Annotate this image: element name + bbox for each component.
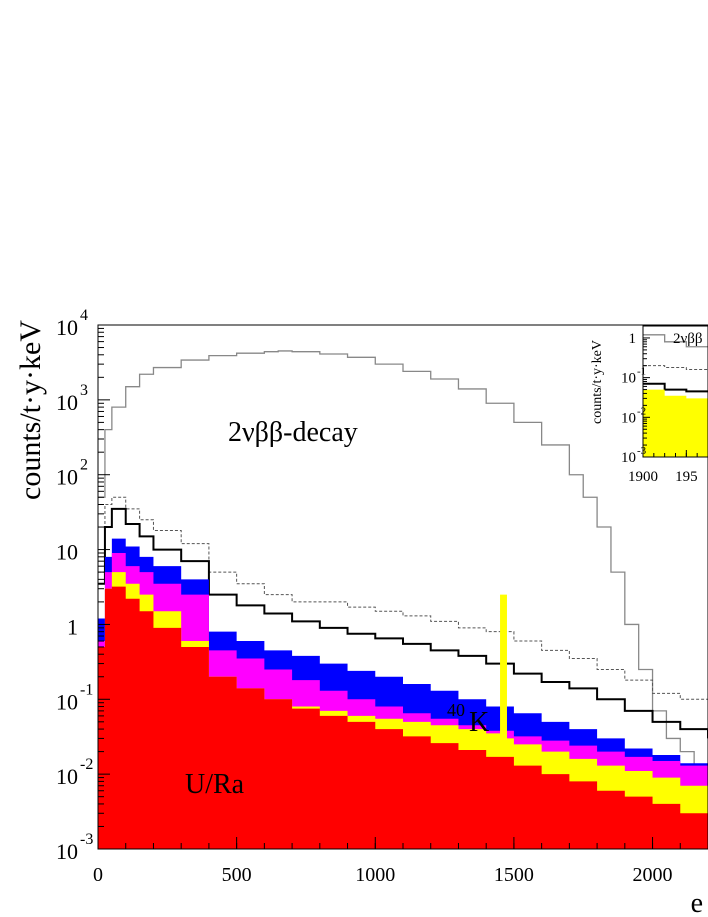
y-tick-label: 10 xyxy=(621,371,636,387)
series-total-line xyxy=(643,382,708,393)
annotation-2nbb-decay: 2νββ-decay xyxy=(228,417,358,448)
main-x-ticks: 0 500 1000 1500 2000 xyxy=(93,837,708,886)
series-total-line xyxy=(98,507,708,739)
x-axis-label: e xyxy=(691,888,703,917)
y-tick-label: 1 xyxy=(629,331,637,347)
y-tick-exponent: -2 xyxy=(80,756,93,773)
y-tick-exponent: -2 xyxy=(637,405,646,417)
inset-plot: 10 -310 -210 -11 1900 195 counts/t·y·keV 2νβ… xyxy=(590,325,708,485)
y-tick-exponent: 3 xyxy=(80,382,88,399)
y-tick-label: 10 xyxy=(56,390,78,415)
x-tick-label: 1500 xyxy=(494,864,534,886)
y-axis-label: counts/t·y·keV xyxy=(14,320,47,500)
y-tick-exponent: -3 xyxy=(80,831,93,848)
inset-y-ticks: 10 -310 -210 -11 xyxy=(621,331,650,466)
annotation-k40: K xyxy=(469,707,489,738)
y-tick-exponent: 2 xyxy=(80,457,88,474)
series-yellow-fill xyxy=(643,389,708,457)
x-tick-label: 500 xyxy=(222,864,252,886)
y-tick-exponent: -1 xyxy=(80,681,93,698)
inset-y-axis-label: counts/t·y·keV xyxy=(590,340,605,424)
x-tick-label: 195 xyxy=(675,469,698,485)
series-total_dashed-line xyxy=(643,365,708,371)
y-tick-label: 10 xyxy=(621,450,636,466)
inset-x-ticks: 1900 195 xyxy=(628,450,708,485)
main-series-group xyxy=(98,350,708,849)
x-tick-label: 2000 xyxy=(633,864,673,886)
annotation-k40-superscript: 40 xyxy=(447,700,465,720)
x-tick-label: 1000 xyxy=(355,864,395,886)
series-two_nu-line xyxy=(98,350,708,775)
y-tick-exponent: -3 xyxy=(637,445,647,457)
y-tick-label: 10 xyxy=(56,540,78,565)
y-tick-exponent: 4 xyxy=(80,307,88,324)
y-tick-label: 10 xyxy=(56,315,78,340)
series-red-fill xyxy=(98,586,708,849)
x-tick-label: 0 xyxy=(93,864,103,886)
y-tick-label: 10 xyxy=(56,465,78,490)
series-total_dashed-line xyxy=(98,496,708,707)
y-tick-label: 1 xyxy=(67,614,78,639)
y-tick-label: 10 xyxy=(56,689,78,714)
y-tick-label: 10 xyxy=(56,839,78,864)
y-tick-label: 10 xyxy=(621,410,636,426)
y-tick-label: 10 xyxy=(56,764,78,789)
y-tick-exponent: -1 xyxy=(637,366,646,378)
series-two_nu-line xyxy=(643,334,708,348)
inset-annotation-2nbb: 2νββ xyxy=(673,331,703,347)
inset-series-group xyxy=(643,334,708,457)
x-tick-label: 1900 xyxy=(628,469,658,485)
annotation-u-ra: U/Ra xyxy=(185,769,245,800)
